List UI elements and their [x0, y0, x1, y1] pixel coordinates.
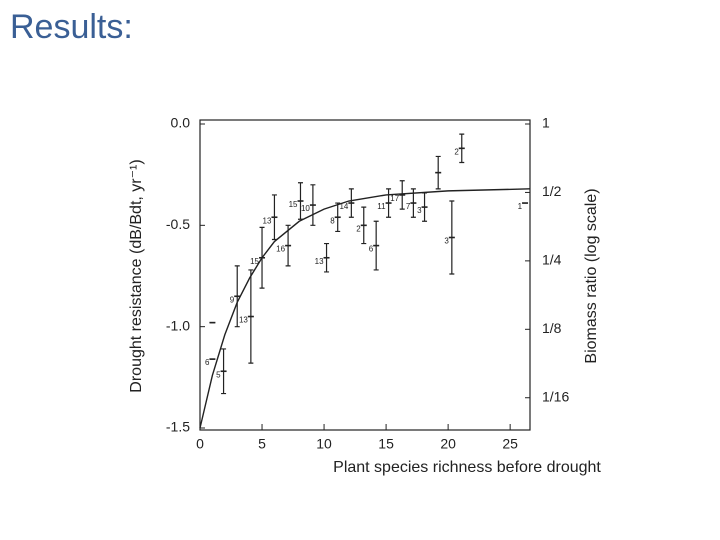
point-label: 3	[444, 237, 449, 246]
x-axis-label: Plant species richness before drought	[333, 459, 601, 476]
point	[435, 171, 442, 174]
point	[458, 147, 465, 150]
y2-axis-label: Biomass ratio (log scale)	[583, 188, 600, 363]
point	[334, 216, 341, 219]
point-label: 10	[301, 204, 310, 213]
y-tick-label: 0.0	[171, 115, 191, 131]
point	[309, 204, 316, 206]
point	[373, 244, 380, 247]
x-tick-label: 0	[196, 436, 204, 452]
point-label: 2	[454, 147, 459, 156]
y-tick-label: -1.5	[166, 419, 190, 435]
point-label: 2	[356, 224, 361, 233]
y-tick-label: -0.5	[166, 216, 190, 232]
point-label: 6	[369, 245, 374, 254]
y-axis-label: Drought resistance (dB/Bdt, yr⁻¹)	[128, 159, 145, 392]
point-label: 15	[289, 200, 298, 209]
fit-curve	[199, 188, 531, 429]
point	[385, 202, 392, 204]
point	[259, 256, 266, 259]
x-tick-label: 5	[258, 436, 266, 452]
point-label: 6	[205, 358, 210, 367]
point	[348, 202, 355, 204]
point	[360, 224, 367, 227]
point-label: 13	[315, 257, 324, 266]
y2-tick-label: 1/4	[542, 252, 562, 268]
point-label: 17	[390, 194, 399, 203]
slide-title: Results:	[10, 8, 133, 46]
point-label: 14	[339, 202, 348, 211]
y2-tick-label: 1	[542, 115, 550, 131]
point	[448, 236, 455, 239]
point-label: 15	[250, 257, 259, 266]
point	[399, 194, 406, 196]
y2-tick-label: 1/2	[542, 183, 562, 199]
point-label: 11	[377, 202, 386, 211]
point	[410, 202, 417, 204]
x-tick-label: 10	[316, 436, 332, 452]
point	[234, 295, 241, 298]
point	[323, 256, 330, 259]
plot-frame	[199, 119, 531, 431]
point	[522, 202, 529, 204]
point	[247, 315, 254, 318]
point	[297, 200, 304, 202]
x-tick-label: 15	[378, 436, 394, 452]
y2-tick-label: 1/16	[542, 388, 569, 404]
point-label: 1	[518, 202, 523, 211]
point-label: 5	[216, 370, 221, 379]
y-tick-label: -1.0	[166, 317, 190, 333]
point	[209, 321, 216, 324]
point-label: 13	[239, 316, 248, 325]
point	[285, 244, 292, 247]
point	[209, 358, 216, 360]
point	[271, 216, 278, 219]
point-label: 16	[276, 245, 285, 254]
point-label: 7	[406, 202, 411, 211]
point-label: 13	[263, 216, 272, 225]
x-tick-label: 25	[502, 436, 518, 452]
point	[220, 370, 227, 373]
x-tick-label: 20	[440, 436, 456, 452]
point-label: 9	[230, 295, 235, 304]
y2-tick-label: 1/8	[542, 320, 562, 336]
point	[421, 206, 428, 208]
point-label: 3	[417, 206, 422, 215]
point-label: 8	[330, 216, 335, 225]
